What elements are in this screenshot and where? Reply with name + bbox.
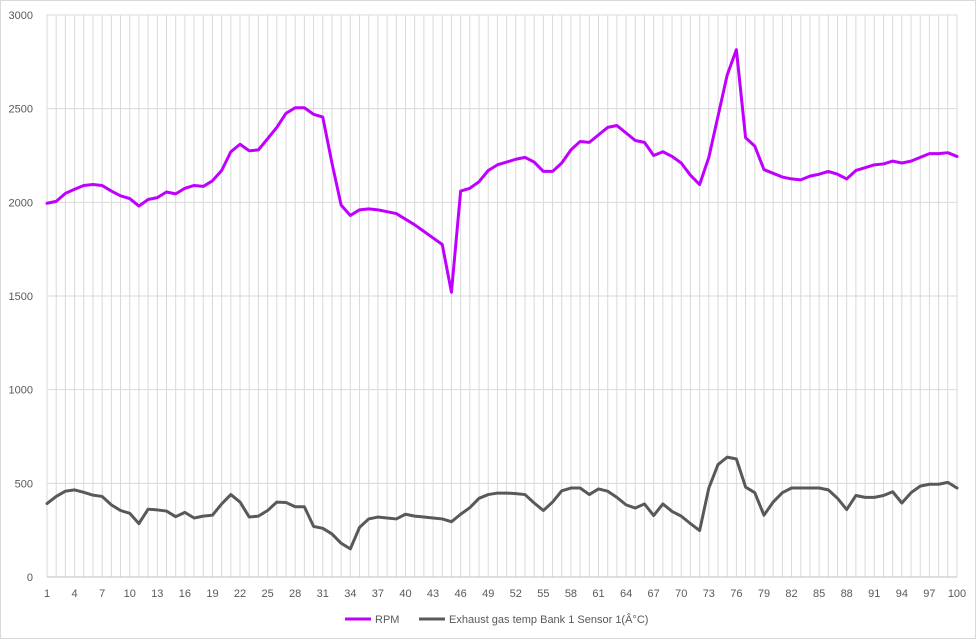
axes: 0 500 1000 1500 2000 2500 3000 1 4 7 10 13 16 19 22 25 2… [9,10,967,600]
x-tick-label: 31 [317,588,329,600]
x-tick-label: 16 [179,588,191,600]
x-tick-label: 22 [234,588,246,600]
series-line-rpm [45,48,959,294]
x-tick-label: 19 [206,588,218,600]
y-tick-label: 3000 [9,10,33,22]
x-tick-label: 7 [99,588,105,600]
grid [46,14,958,578]
x-tick-label: 88 [841,588,853,600]
x-tick-label: 13 [151,588,163,600]
x-tick-label: 76 [730,588,742,600]
series-group [45,48,959,551]
x-tick-label: 73 [703,588,715,600]
x-tick-label: 55 [537,588,549,600]
y-tick-label: 2000 [9,197,33,209]
x-tick-label: 52 [510,588,522,600]
x-tick-label: 61 [592,588,604,600]
x-tick-label: 10 [124,588,136,600]
series-line-exhaust-gas-temp [45,455,959,551]
x-tick-label: 79 [758,588,770,600]
x-tick-label: 46 [455,588,467,600]
x-tick-label: 43 [427,588,439,600]
x-tick-label: 70 [675,588,687,600]
x-tick-label: 85 [813,588,825,600]
y-tick-label: 500 [15,478,33,490]
x-tick-label: 34 [344,588,356,600]
legend-label: Exhaust gas temp Bank 1 Sensor 1(Â°C) [449,613,648,626]
x-tick-label: 37 [372,588,384,600]
y-tick-label: 1500 [9,291,33,303]
legend: RPM Exhaust gas temp Bank 1 Sensor 1(Â°C) [345,613,648,626]
x-tick-label: 40 [399,588,411,600]
x-tick-label: 4 [72,588,78,600]
x-tick-label: 94 [896,588,908,600]
x-tick-label: 100 [948,588,966,600]
x-tick-label: 25 [261,588,273,600]
x-tick-label: 97 [923,588,935,600]
x-tick-label: 58 [565,588,577,600]
y-tick-label: 1000 [9,385,33,397]
x-tick-label: 1 [44,588,50,600]
y-tick-label: 0 [27,572,33,584]
x-tick-label: 82 [785,588,797,600]
x-tick-label: 49 [482,588,494,600]
x-tick-label: 64 [620,588,632,600]
legend-label: RPM [375,614,399,626]
x-tick-label: 67 [648,588,660,600]
x-tick-label: 91 [868,588,880,600]
y-tick-label: 2500 [9,104,33,116]
x-tick-label: 28 [289,588,301,600]
